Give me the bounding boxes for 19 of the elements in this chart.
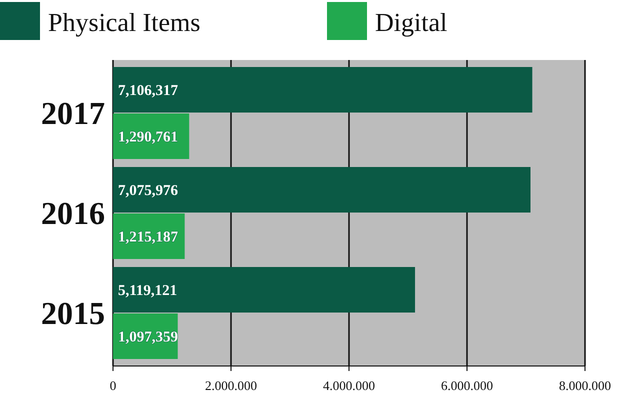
x-tick-label: 6.000.000	[441, 378, 493, 393]
legend-label: Physical Items	[48, 8, 200, 38]
x-tick-label: 2.000.000	[205, 378, 257, 393]
bar	[113, 267, 416, 313]
x-tick-label: 4.000.000	[323, 378, 375, 393]
data-label: 7,075,976	[118, 183, 178, 200]
x-tick-label: 8.000.000	[559, 378, 611, 393]
legend-label: Digital	[375, 8, 448, 38]
data-label: 1,097,359	[118, 329, 178, 346]
data-label: 7,106,317	[118, 83, 178, 100]
data-label: 5,119,121	[118, 283, 178, 300]
data-label: 1,215,187	[118, 229, 178, 246]
y-tick-label: 2016	[41, 195, 105, 232]
data-label: 1,290,761	[118, 129, 178, 146]
bar	[113, 167, 530, 213]
bar	[113, 67, 532, 113]
y-tick-label: 2015	[41, 295, 105, 332]
x-tick-label: 0	[110, 378, 116, 393]
y-tick-label: 2017	[41, 95, 105, 132]
